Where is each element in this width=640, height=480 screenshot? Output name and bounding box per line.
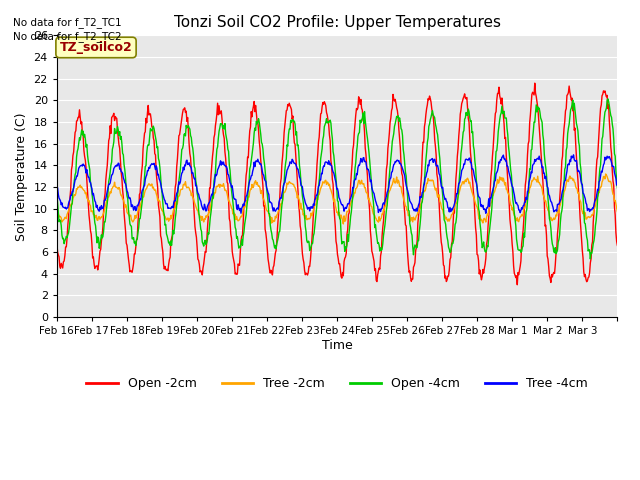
Legend: Open -2cm, Tree -2cm, Open -4cm, Tree -4cm: Open -2cm, Tree -2cm, Open -4cm, Tree -4… — [81, 372, 593, 396]
Open -4cm — [426, 117, 434, 122]
Open -4cm — [395, 119, 403, 124]
Tree -4cm — [271, 207, 278, 213]
Open -2cm — [531, 80, 539, 86]
Open -2cm — [222, 156, 230, 161]
Text: TZ_soilco2: TZ_soilco2 — [60, 41, 132, 54]
Tree -4cm — [53, 184, 61, 190]
Open -2cm — [513, 282, 521, 288]
Tree -4cm — [250, 166, 257, 171]
Tree -2cm — [271, 218, 278, 224]
Line: Open -2cm: Open -2cm — [57, 83, 618, 285]
Tree -2cm — [250, 184, 257, 190]
Tree -2cm — [396, 183, 403, 189]
Open -2cm — [119, 187, 127, 193]
Open -2cm — [426, 96, 434, 101]
Tree -4cm — [614, 181, 621, 187]
Title: Tonzi Soil CO2 Profile: Upper Temperatures: Tonzi Soil CO2 Profile: Upper Temperatur… — [173, 15, 500, 30]
Open -4cm — [53, 190, 61, 195]
Tree -2cm — [339, 221, 347, 227]
Open -2cm — [614, 242, 621, 248]
Open -4cm — [586, 256, 594, 262]
Open -4cm — [250, 140, 257, 146]
Tree -4cm — [222, 164, 230, 169]
Tree -4cm — [119, 170, 127, 176]
Tree -2cm — [119, 196, 127, 202]
Text: No data for f_T2_TC1: No data for f_T2_TC1 — [13, 17, 122, 28]
Tree -2cm — [427, 177, 435, 183]
Tree -2cm — [222, 188, 230, 193]
Open -2cm — [395, 127, 403, 132]
Line: Open -4cm: Open -4cm — [57, 99, 618, 259]
Open -2cm — [250, 103, 257, 109]
Open -2cm — [271, 256, 278, 262]
Text: No data for f_T2_TC2: No data for f_T2_TC2 — [13, 31, 122, 42]
Tree -2cm — [53, 209, 61, 215]
Tree -2cm — [614, 209, 621, 215]
Open -2cm — [53, 240, 61, 246]
Open -4cm — [604, 96, 612, 102]
Open -4cm — [614, 185, 621, 191]
Open -4cm — [222, 131, 230, 136]
Y-axis label: Soil Temperature (C): Soil Temperature (C) — [15, 112, 28, 240]
Line: Tree -4cm: Tree -4cm — [57, 155, 618, 213]
Line: Tree -2cm: Tree -2cm — [57, 174, 618, 224]
Tree -2cm — [602, 171, 609, 177]
Tree -4cm — [426, 157, 434, 163]
Open -4cm — [271, 245, 278, 251]
Open -4cm — [119, 150, 127, 156]
X-axis label: Time: Time — [322, 339, 353, 352]
Tree -4cm — [482, 210, 490, 216]
Tree -4cm — [570, 152, 577, 158]
Tree -4cm — [395, 157, 403, 163]
